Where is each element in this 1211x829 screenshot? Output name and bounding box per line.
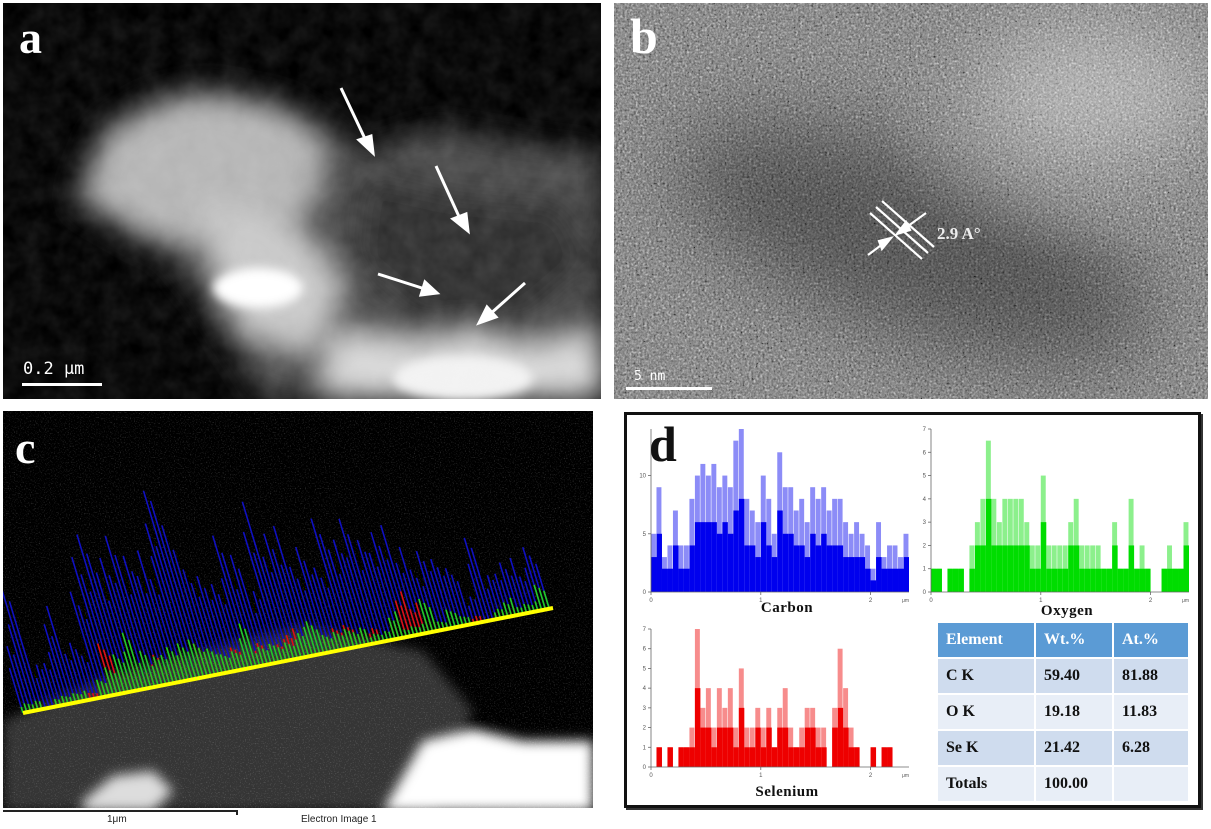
hrtem-micrograph: [614, 3, 1208, 399]
panel-d-eds-profiles: d 0 5 10 0 1 2 μm Carbon 0 1 2 3 4 5 6 7 0 1 2 μm Oxygen …: [624, 412, 1201, 808]
svg-text:5: 5: [923, 474, 927, 480]
table-row: C K 59.40 81.88: [938, 659, 1188, 693]
selenium-histogram: 0 1 2 3 4 5 6 7 0 1 2 μm: [643, 627, 909, 779]
header-at: At.%: [1114, 623, 1188, 657]
svg-text:7: 7: [923, 427, 927, 433]
table-header-row: Element Wt.% At.%: [938, 623, 1188, 657]
svg-text:μm: μm: [902, 598, 909, 604]
scale-bar-b: [626, 387, 712, 390]
lattice-spacing-label: 2.9 A°: [937, 224, 981, 243]
svg-text:1: 1: [1039, 598, 1043, 604]
svg-text:2: 2: [643, 726, 647, 732]
electron-image-label: Electron Image 1: [301, 814, 377, 825]
electron-image-footer: 1μm Electron Image 1: [3, 808, 593, 828]
panel-label-c: c: [15, 422, 36, 473]
scale-bar-label-c: 1μm: [107, 814, 127, 825]
svg-text:6: 6: [643, 647, 647, 653]
table-row: Se K 21.42 6.28: [938, 731, 1188, 765]
table-row: O K 19.18 11.83: [938, 695, 1188, 729]
panel-b-hrtem-image: b 2.9 A° 5 nm: [614, 3, 1208, 399]
svg-text:7: 7: [643, 627, 647, 633]
cell-wt: 21.42: [1036, 731, 1112, 765]
svg-text:6: 6: [923, 450, 927, 456]
scan-line: [22, 606, 554, 715]
svg-text:2: 2: [869, 598, 873, 604]
panel-a-stem-image: a 0.2 μm: [3, 3, 601, 399]
svg-text:μm: μm: [902, 773, 909, 779]
svg-text:1: 1: [643, 745, 647, 751]
cell-element: Se K: [938, 731, 1034, 765]
svg-text:1: 1: [759, 598, 763, 604]
svg-text:2: 2: [869, 773, 873, 779]
panel-label-a: a: [19, 12, 42, 63]
svg-text:4: 4: [923, 497, 927, 503]
cell-wt: 59.40: [1036, 659, 1112, 693]
svg-text:5: 5: [643, 532, 647, 538]
header-element: Element: [938, 623, 1034, 657]
arrow-annotations: [339, 87, 526, 326]
svg-text:5: 5: [643, 666, 647, 672]
eds-composition-table: Element Wt.% At.% C K 59.40 81.88 O K 19…: [936, 621, 1190, 803]
header-wt: Wt.%: [1036, 623, 1112, 657]
oxygen-histogram: 0 1 2 3 4 5 6 7 0 1 2 μm: [923, 427, 1189, 604]
svg-text:0: 0: [649, 773, 653, 779]
panel-label-b: b: [630, 8, 658, 64]
oxygen-caption: Oxygen: [1040, 603, 1094, 619]
svg-text:0: 0: [923, 590, 927, 596]
scale-bar-a: [22, 383, 102, 386]
cell-at: 6.28: [1114, 731, 1188, 765]
carbon-caption: Carbon: [760, 600, 814, 616]
svg-text:1: 1: [759, 773, 763, 779]
panel-c-eds-linescan: c: [3, 411, 593, 811]
svg-text:10: 10: [639, 474, 646, 480]
cell-at: 81.88: [1114, 659, 1188, 693]
cell-wt: 100.00: [1036, 767, 1112, 801]
stem-micrograph: [3, 3, 601, 399]
cell-at: [1114, 767, 1188, 801]
scale-bar-label-b: 5 nm: [634, 369, 666, 384]
svg-text:3: 3: [923, 520, 927, 526]
cell-element: C K: [938, 659, 1034, 693]
svg-text:μm: μm: [1182, 598, 1189, 604]
lattice-fringe-annotation: [867, 200, 935, 260]
eds-linescan-overlay: [3, 411, 593, 811]
svg-text:2: 2: [1149, 598, 1153, 604]
svg-text:0: 0: [643, 765, 647, 771]
selenium-caption: Selenium: [755, 784, 819, 800]
panel-label-d: d: [649, 416, 677, 472]
scale-bar-tick: [236, 810, 238, 815]
svg-text:4: 4: [643, 686, 647, 692]
carbon-histogram: 0 5 10 0 1 2 μm: [639, 429, 909, 604]
cell-wt: 19.18: [1036, 695, 1112, 729]
cell-element: O K: [938, 695, 1034, 729]
table-row: Totals 100.00: [938, 767, 1188, 801]
svg-text:0: 0: [929, 598, 933, 604]
svg-text:2: 2: [923, 543, 927, 549]
svg-text:0: 0: [649, 598, 653, 604]
cell-at: 11.83: [1114, 695, 1188, 729]
cell-element: Totals: [938, 767, 1034, 801]
scale-bar-c: [3, 810, 237, 812]
scale-bar-label-a: 0.2 μm: [23, 359, 85, 379]
svg-text:1: 1: [923, 567, 927, 573]
svg-text:3: 3: [643, 706, 647, 712]
svg-text:0: 0: [643, 590, 647, 596]
